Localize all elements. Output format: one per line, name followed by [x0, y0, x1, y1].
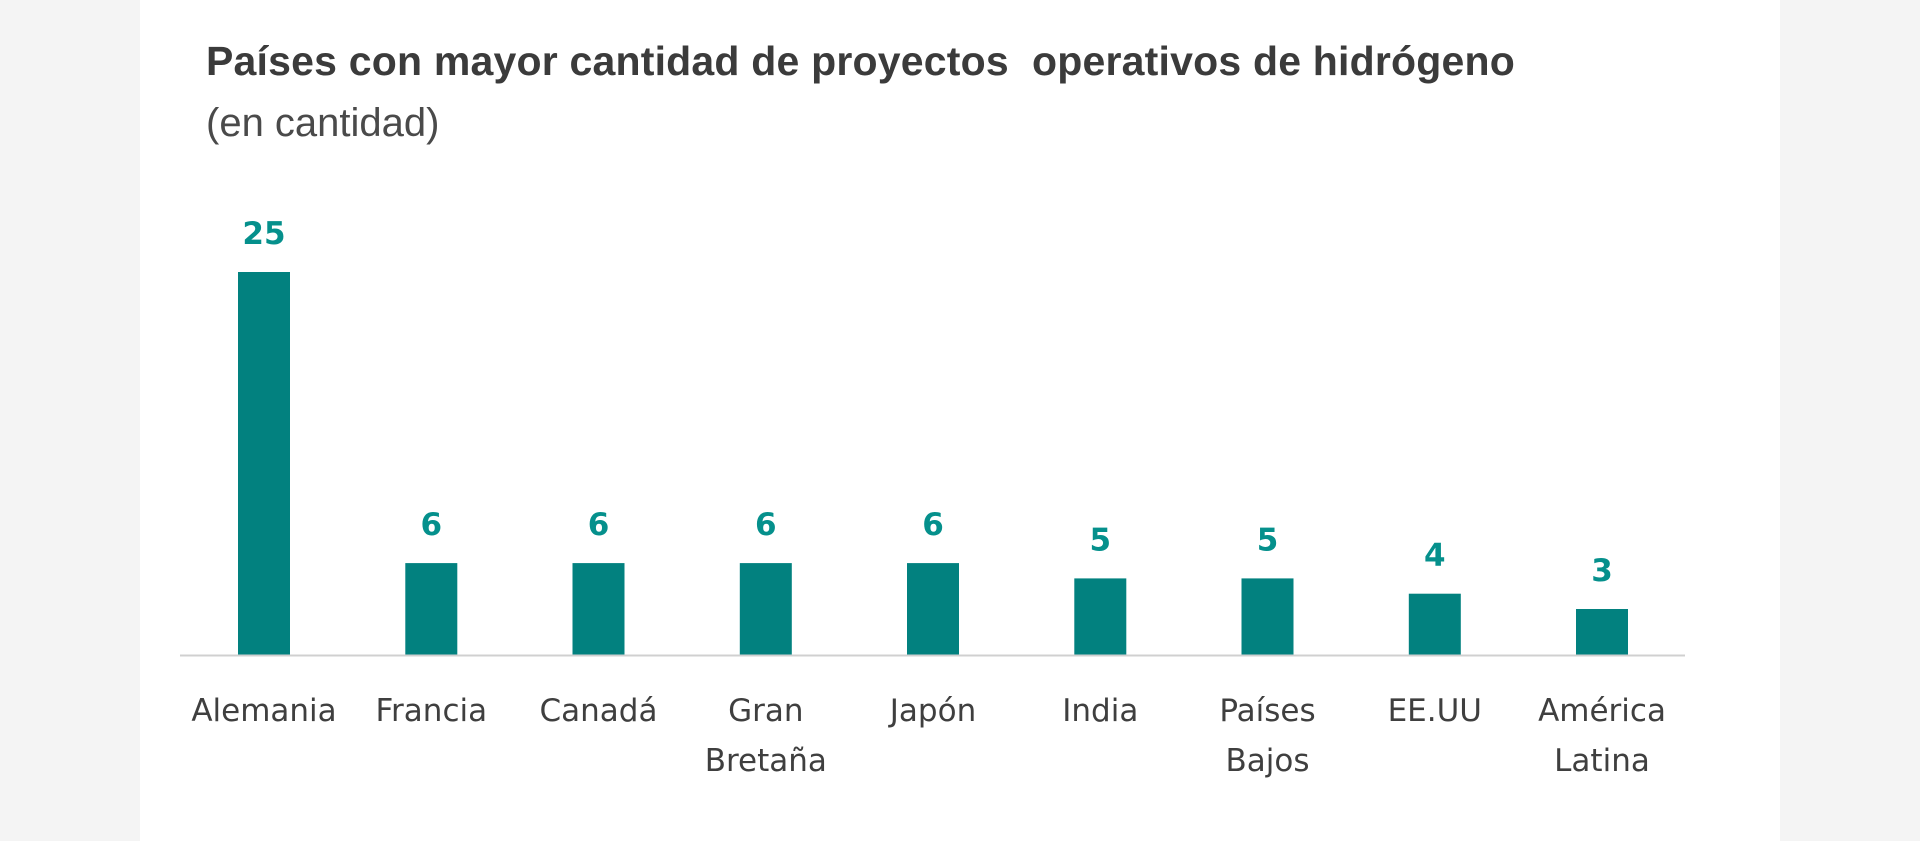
category-label: EE.UU: [1388, 693, 1482, 729]
category-label: India: [1062, 693, 1138, 729]
bar: [238, 272, 290, 655]
value-label: 6: [588, 507, 610, 543]
category-label: Gran Bretaña: [705, 693, 827, 779]
bar: [1576, 609, 1628, 655]
chart-card: [140, 0, 1780, 841]
category-label: América Latina: [1538, 693, 1666, 779]
bar: [1241, 578, 1294, 655]
value-label: 6: [421, 507, 443, 543]
value-label: 25: [242, 216, 285, 252]
category-label: Francia: [375, 693, 487, 729]
bar: [907, 563, 959, 655]
bar: [739, 563, 792, 655]
value-label: 3: [1591, 553, 1613, 589]
value-label: 6: [755, 507, 777, 543]
bar: [1408, 593, 1461, 655]
category-label: Alemania: [191, 693, 336, 729]
category-label: Países Bajos: [1219, 693, 1315, 779]
value-label: 4: [1424, 538, 1446, 574]
category-label: Canadá: [540, 693, 658, 729]
bar: [572, 563, 625, 655]
chart-subtitle: (en cantidad): [206, 101, 440, 145]
value-label: 6: [922, 507, 944, 543]
chart-title: Países con mayor cantidad de proyectos o…: [206, 38, 1516, 84]
value-label: 5: [1090, 522, 1112, 558]
bar: [405, 563, 458, 655]
category-label: Japón: [888, 693, 976, 729]
bar: [1074, 578, 1127, 655]
value-label: 5: [1257, 522, 1279, 558]
